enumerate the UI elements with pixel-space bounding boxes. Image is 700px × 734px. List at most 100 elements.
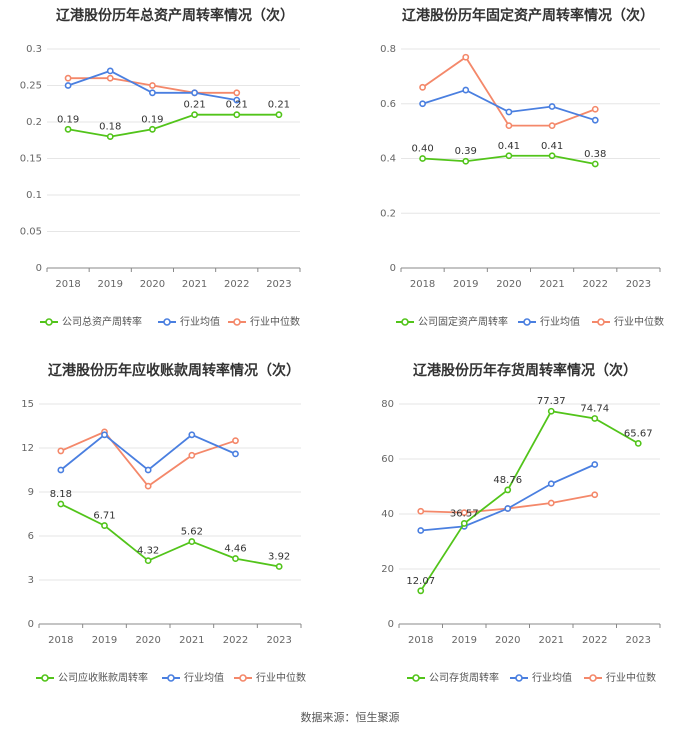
- chart-3: 辽港股份历年应收账款周转率情况（次） 0 3 6 9 12 15 2018 2019 2020 20…: [21, 362, 306, 684]
- data-point: [64, 82, 72, 89]
- legend-marker: [167, 674, 175, 682]
- data-label: 0.39: [455, 146, 477, 157]
- data-point: [548, 122, 556, 130]
- x-tick-label: 2023: [626, 635, 651, 646]
- data-point: [188, 431, 196, 439]
- data-point: [233, 111, 241, 119]
- data-label: 4.32: [137, 546, 159, 557]
- y-tick-label: 0.25: [20, 81, 42, 92]
- y-tick-label: 6: [28, 531, 34, 542]
- series-line: [422, 89, 596, 122]
- data-point: [144, 482, 152, 490]
- x-tick-label: 2020: [140, 279, 165, 290]
- data-label: 0.19: [57, 114, 79, 125]
- data-point: [232, 437, 239, 445]
- data-point: [634, 440, 642, 447]
- data-point: [547, 480, 555, 488]
- data-source: 数据来源：恒生聚源: [300, 711, 400, 724]
- data-point: [417, 527, 425, 534]
- y-tick-label: 60: [381, 454, 394, 465]
- data-label: 0.41: [541, 141, 563, 152]
- x-tick-label: 2020: [496, 279, 521, 290]
- series-line: [60, 503, 280, 568]
- series-line: [60, 430, 236, 488]
- legend-label: 行业中位数: [606, 671, 656, 684]
- x-tick-label: 2021: [539, 635, 564, 646]
- data-point: [547, 499, 555, 507]
- data-label: 74.74: [580, 403, 609, 414]
- data-point: [504, 486, 512, 494]
- x-tick-label: 2018: [408, 635, 433, 646]
- data-point: [462, 86, 470, 94]
- chart-title: 辽港股份历年存货周转率情况（次）: [413, 362, 637, 379]
- legend-label: 行业均值: [540, 315, 580, 328]
- data-point: [591, 461, 599, 468]
- data-point: [275, 111, 283, 119]
- data-label: 0.18: [99, 122, 121, 133]
- data-point: [233, 89, 241, 97]
- series-line: [419, 410, 639, 592]
- y-tick-label: 0: [36, 263, 42, 274]
- y-tick-label: 9: [28, 487, 34, 498]
- x-tick-label: 2021: [182, 279, 207, 290]
- data-point: [64, 125, 72, 133]
- legend-marker: [412, 674, 420, 682]
- data-point: [57, 466, 65, 474]
- legend-label: 公司固定资产周转率: [418, 315, 508, 328]
- data-point: [101, 522, 108, 529]
- legend-label: 行业中位数: [614, 315, 664, 328]
- data-label: 0.21: [226, 100, 248, 111]
- data-point: [144, 557, 152, 565]
- y-tick-label: 80: [381, 399, 394, 410]
- y-tick-label: 0: [388, 619, 394, 630]
- legend-label: 行业中位数: [256, 671, 306, 684]
- legend-marker: [41, 674, 49, 682]
- y-tick-label: 0.2: [380, 208, 396, 219]
- x-tick-label: 2021: [179, 635, 204, 646]
- data-point: [462, 53, 470, 61]
- data-label: 0.40: [411, 144, 433, 155]
- legend-label: 行业均值: [180, 315, 220, 328]
- data-point: [419, 155, 426, 162]
- y-tick-label: 3: [28, 575, 34, 586]
- data-point: [149, 125, 156, 133]
- y-tick-label: 0.6: [380, 99, 396, 110]
- legend-label: 行业均值: [532, 671, 572, 684]
- y-tick-label: 0.2: [26, 117, 42, 128]
- x-tick-label: 2023: [266, 279, 291, 290]
- legend-label: 公司存货周转率: [429, 671, 499, 684]
- data-point: [64, 74, 72, 82]
- x-tick-label: 2020: [135, 635, 160, 646]
- legend-marker: [597, 318, 605, 326]
- data-point: [460, 509, 468, 517]
- data-label: 0.19: [141, 114, 163, 125]
- x-tick-label: 2019: [452, 635, 477, 646]
- chart-title: 辽港股份历年应收账款周转率情况（次）: [48, 362, 300, 379]
- legend-marker: [233, 318, 241, 326]
- data-label: 0.21: [183, 100, 205, 111]
- y-tick-label: 20: [381, 564, 394, 575]
- y-tick-label: 0.05: [20, 227, 42, 238]
- y-tick-label: 40: [381, 509, 394, 520]
- data-label: 0.21: [268, 100, 290, 111]
- x-tick-label: 2019: [453, 279, 478, 290]
- chart-4: 辽港股份历年存货周转率情况（次） 0 20 40 60 80 2018 2019 2020 202…: [381, 362, 661, 684]
- x-tick-label: 2019: [98, 279, 123, 290]
- x-tick-label: 2023: [626, 279, 651, 290]
- x-tick-label: 2022: [583, 279, 608, 290]
- y-tick-label: 0.3: [26, 44, 42, 55]
- data-point: [188, 538, 196, 545]
- data-label: 0.41: [498, 141, 520, 152]
- chart-1: 辽港股份历年总资产周转率情况（次） 0 0.05 0.1 0.15 0.2 0.25 0.3 2…: [20, 7, 301, 328]
- legend-label: 公司总资产周转率: [62, 315, 142, 328]
- legend-marker: [523, 318, 531, 326]
- data-point: [106, 133, 114, 140]
- chart-title: 辽港股份历年总资产周转率情况（次）: [56, 7, 294, 24]
- data-point: [417, 587, 425, 595]
- legend-marker: [515, 674, 523, 682]
- data-point: [106, 67, 114, 75]
- legend-marker: [401, 318, 409, 326]
- data-point: [275, 563, 283, 570]
- legend-label: 行业均值: [184, 671, 224, 684]
- y-tick-label: 0: [390, 263, 396, 274]
